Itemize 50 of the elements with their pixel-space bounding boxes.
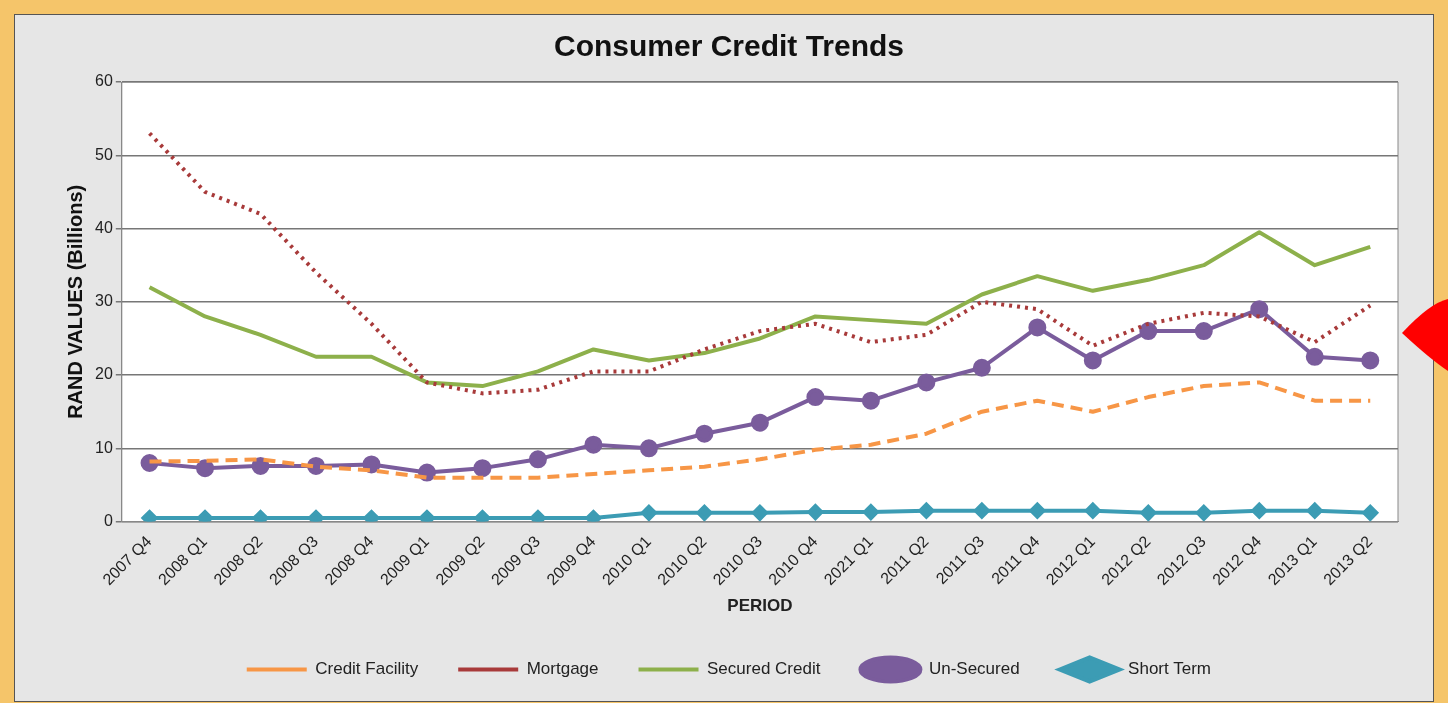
y-tick-label: 20 (95, 365, 113, 383)
point (917, 373, 936, 392)
y-axis-title: RAND VALUES (Billions) (63, 184, 86, 419)
point (528, 450, 547, 469)
point (750, 413, 769, 432)
point (1083, 351, 1102, 370)
line-series (147, 131, 1373, 396)
point (639, 439, 658, 458)
point (751, 504, 768, 521)
point (918, 502, 935, 519)
point (695, 424, 714, 443)
point (196, 459, 215, 478)
y-tick-label: 50 (95, 145, 113, 163)
point (1306, 502, 1323, 519)
y-tick-label: 0 (103, 512, 113, 530)
point (640, 504, 657, 521)
y-tick-label: 40 (95, 218, 113, 236)
point (696, 504, 713, 521)
chart-title: Consumer Credit Trends (553, 29, 905, 63)
point (973, 502, 990, 519)
y-tick-label: 30 (95, 292, 113, 310)
point (362, 455, 381, 474)
x-axis-title: PERIOD (727, 596, 793, 616)
point (806, 388, 825, 407)
point (861, 391, 880, 410)
point (807, 504, 824, 521)
legend-label: Short Term (1128, 659, 1211, 679)
point (1250, 300, 1269, 319)
point (473, 459, 492, 478)
point (1195, 504, 1212, 521)
y-tick-label: 60 (95, 72, 113, 90)
y-tick-label: 10 (95, 438, 113, 456)
point (1139, 322, 1158, 341)
point (1361, 351, 1380, 370)
point (972, 358, 991, 377)
point (584, 435, 603, 454)
point (1084, 502, 1101, 519)
point (1194, 322, 1213, 341)
point (862, 504, 879, 521)
legend-label: Secured Credit (707, 659, 821, 679)
point (1140, 504, 1157, 521)
legend-label: Mortgage (526, 659, 599, 679)
legend-label: Un-Secured (928, 659, 1020, 679)
point (1028, 318, 1047, 337)
point (251, 456, 270, 475)
point (1251, 502, 1268, 519)
point (1029, 502, 1046, 519)
legend-label: Credit Facility (315, 659, 419, 679)
point (1362, 504, 1379, 521)
point (1305, 347, 1324, 366)
